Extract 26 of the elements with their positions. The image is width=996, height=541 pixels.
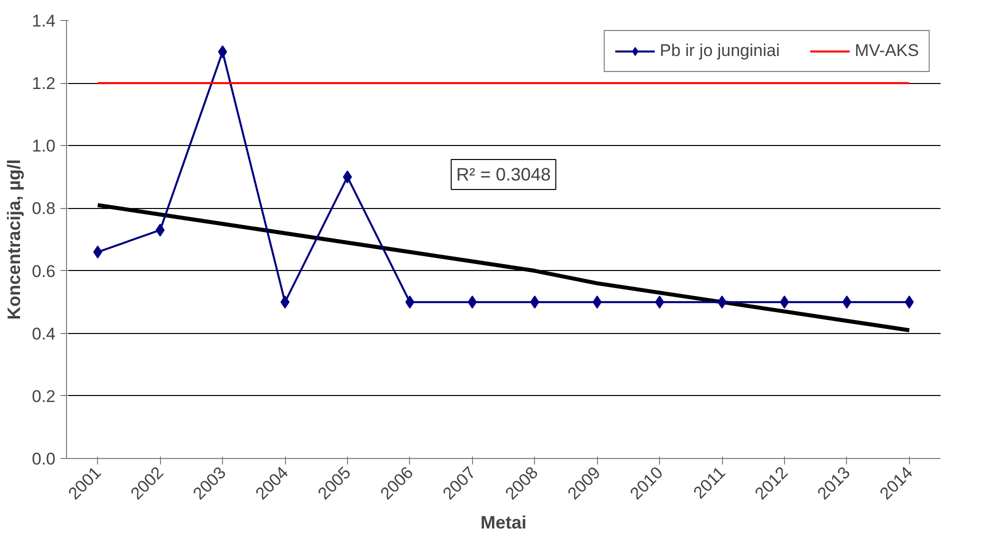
y-tick-label: 0.6 [32,262,56,281]
x-axis-title: Metai [480,512,527,533]
point [655,296,664,309]
y-axis-title: Koncentracija, µg/l [4,159,24,320]
legend-label: MV-AKS [854,41,919,61]
annotation: R² = 0.3048 [456,164,551,184]
y-tick-label: 1.0 [32,136,56,156]
point [468,296,477,309]
y-tick-label: 0.4 [32,324,56,344]
point [405,296,414,309]
point [218,45,228,58]
y-tick-label: 1.4 [32,12,56,30]
y-tick-label: 0.0 [32,450,56,468]
point [93,246,102,259]
legend-label: Pb ir jo junginiai [660,41,780,61]
y-tick-label: 0.8 [32,199,56,218]
point [592,296,602,309]
point [780,296,789,309]
point [904,296,914,309]
point [842,296,852,309]
point [342,170,352,184]
y-tick-label: 0.2 [32,386,56,406]
point [530,296,540,309]
point [156,224,165,237]
line-series [96,203,912,332]
y-tick-label: 1.2 [32,74,56,94]
